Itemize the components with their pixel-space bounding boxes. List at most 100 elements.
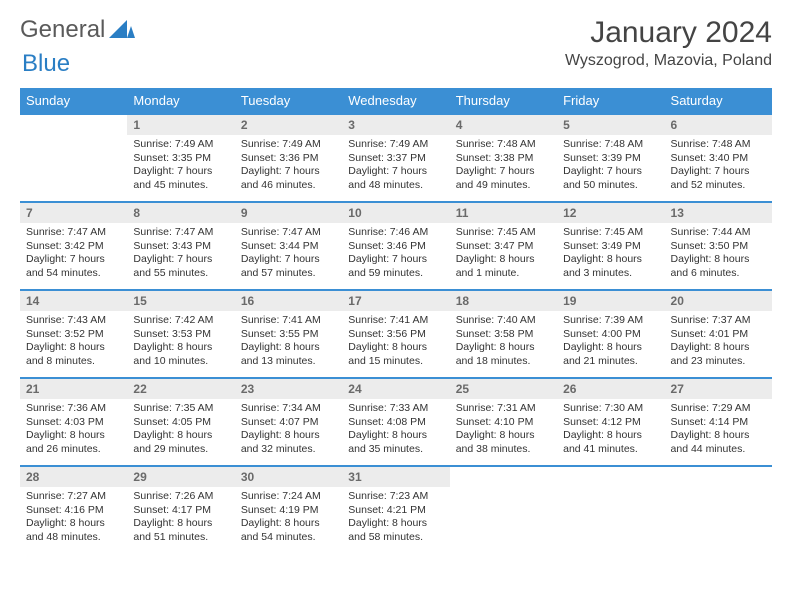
day-number: 21 [20, 379, 127, 399]
month-title: January 2024 [565, 16, 772, 50]
day-number: 26 [557, 379, 664, 399]
day-details: Sunrise: 7:26 AMSunset: 4:17 PMDaylight:… [127, 487, 234, 549]
day-details: Sunrise: 7:39 AMSunset: 4:00 PMDaylight:… [557, 311, 664, 373]
calendar-day-cell: 28Sunrise: 7:27 AMSunset: 4:16 PMDayligh… [20, 466, 127, 554]
day-number: 3 [342, 115, 449, 135]
day-details: Sunrise: 7:30 AMSunset: 4:12 PMDaylight:… [557, 399, 664, 461]
calendar-week-row: 14Sunrise: 7:43 AMSunset: 3:52 PMDayligh… [20, 290, 772, 378]
day-details: Sunrise: 7:45 AMSunset: 3:49 PMDaylight:… [557, 223, 664, 285]
day-details: Sunrise: 7:49 AMSunset: 3:35 PMDaylight:… [127, 135, 234, 197]
day-number: 29 [127, 467, 234, 487]
calendar-day-cell: 7Sunrise: 7:47 AMSunset: 3:42 PMDaylight… [20, 202, 127, 290]
calendar-day-cell [450, 466, 557, 554]
calendar-day-cell [20, 114, 127, 202]
day-number: 31 [342, 467, 449, 487]
day-number: 15 [127, 291, 234, 311]
calendar-day-cell: 1Sunrise: 7:49 AMSunset: 3:35 PMDaylight… [127, 114, 234, 202]
brand-triangle-icon [109, 18, 135, 43]
day-details: Sunrise: 7:40 AMSunset: 3:58 PMDaylight:… [450, 311, 557, 373]
day-details: Sunrise: 7:46 AMSunset: 3:46 PMDaylight:… [342, 223, 449, 285]
day-details: Sunrise: 7:47 AMSunset: 3:42 PMDaylight:… [20, 223, 127, 285]
calendar-week-row: 7Sunrise: 7:47 AMSunset: 3:42 PMDaylight… [20, 202, 772, 290]
day-details: Sunrise: 7:23 AMSunset: 4:21 PMDaylight:… [342, 487, 449, 549]
day-number: 4 [450, 115, 557, 135]
day-details: Sunrise: 7:29 AMSunset: 4:14 PMDaylight:… [665, 399, 772, 461]
weekday-header: Thursday [450, 88, 557, 114]
calendar-day-cell: 2Sunrise: 7:49 AMSunset: 3:36 PMDaylight… [235, 114, 342, 202]
calendar-day-cell: 16Sunrise: 7:41 AMSunset: 3:55 PMDayligh… [235, 290, 342, 378]
calendar-day-cell: 12Sunrise: 7:45 AMSunset: 3:49 PMDayligh… [557, 202, 664, 290]
day-details: Sunrise: 7:34 AMSunset: 4:07 PMDaylight:… [235, 399, 342, 461]
calendar-day-cell: 30Sunrise: 7:24 AMSunset: 4:19 PMDayligh… [235, 466, 342, 554]
day-details: Sunrise: 7:45 AMSunset: 3:47 PMDaylight:… [450, 223, 557, 285]
calendar-day-cell: 8Sunrise: 7:47 AMSunset: 3:43 PMDaylight… [127, 202, 234, 290]
day-details: Sunrise: 7:47 AMSunset: 3:44 PMDaylight:… [235, 223, 342, 285]
calendar-week-row: 21Sunrise: 7:36 AMSunset: 4:03 PMDayligh… [20, 378, 772, 466]
day-details: Sunrise: 7:48 AMSunset: 3:39 PMDaylight:… [557, 135, 664, 197]
calendar-day-cell: 11Sunrise: 7:45 AMSunset: 3:47 PMDayligh… [450, 202, 557, 290]
day-number: 2 [235, 115, 342, 135]
brand-part1: General [20, 16, 105, 44]
calendar-day-cell: 6Sunrise: 7:48 AMSunset: 3:40 PMDaylight… [665, 114, 772, 202]
calendar-day-cell: 31Sunrise: 7:23 AMSunset: 4:21 PMDayligh… [342, 466, 449, 554]
calendar-table: SundayMondayTuesdayWednesdayThursdayFrid… [20, 88, 772, 554]
day-number: 17 [342, 291, 449, 311]
day-number: 27 [665, 379, 772, 399]
calendar-day-cell: 15Sunrise: 7:42 AMSunset: 3:53 PMDayligh… [127, 290, 234, 378]
day-number: 9 [235, 203, 342, 223]
day-number: 22 [127, 379, 234, 399]
day-number: 20 [665, 291, 772, 311]
calendar-header-row: SundayMondayTuesdayWednesdayThursdayFrid… [20, 88, 772, 114]
day-details: Sunrise: 7:24 AMSunset: 4:19 PMDaylight:… [235, 487, 342, 549]
day-number: 6 [665, 115, 772, 135]
calendar-day-cell: 13Sunrise: 7:44 AMSunset: 3:50 PMDayligh… [665, 202, 772, 290]
day-number: 1 [127, 115, 234, 135]
day-number: 8 [127, 203, 234, 223]
day-details: Sunrise: 7:43 AMSunset: 3:52 PMDaylight:… [20, 311, 127, 373]
weekday-header: Saturday [665, 88, 772, 114]
day-details: Sunrise: 7:48 AMSunset: 3:38 PMDaylight:… [450, 135, 557, 197]
calendar-day-cell: 24Sunrise: 7:33 AMSunset: 4:08 PMDayligh… [342, 378, 449, 466]
calendar-day-cell: 27Sunrise: 7:29 AMSunset: 4:14 PMDayligh… [665, 378, 772, 466]
calendar-day-cell: 3Sunrise: 7:49 AMSunset: 3:37 PMDaylight… [342, 114, 449, 202]
title-block: January 2024 Wyszogrod, Mazovia, Poland [565, 16, 772, 70]
calendar-day-cell: 19Sunrise: 7:39 AMSunset: 4:00 PMDayligh… [557, 290, 664, 378]
day-details: Sunrise: 7:48 AMSunset: 3:40 PMDaylight:… [665, 135, 772, 197]
calendar-day-cell: 4Sunrise: 7:48 AMSunset: 3:38 PMDaylight… [450, 114, 557, 202]
brand-part2: Blue [22, 50, 70, 77]
calendar-week-row: 1Sunrise: 7:49 AMSunset: 3:35 PMDaylight… [20, 114, 772, 202]
calendar-day-cell: 20Sunrise: 7:37 AMSunset: 4:01 PMDayligh… [665, 290, 772, 378]
day-number: 23 [235, 379, 342, 399]
day-details: Sunrise: 7:41 AMSunset: 3:56 PMDaylight:… [342, 311, 449, 373]
day-number: 25 [450, 379, 557, 399]
calendar-week-row: 28Sunrise: 7:27 AMSunset: 4:16 PMDayligh… [20, 466, 772, 554]
day-number: 11 [450, 203, 557, 223]
day-details: Sunrise: 7:49 AMSunset: 3:37 PMDaylight:… [342, 135, 449, 197]
calendar-day-cell [557, 466, 664, 554]
day-number: 7 [20, 203, 127, 223]
day-details: Sunrise: 7:44 AMSunset: 3:50 PMDaylight:… [665, 223, 772, 285]
calendar-day-cell: 25Sunrise: 7:31 AMSunset: 4:10 PMDayligh… [450, 378, 557, 466]
weekday-header: Monday [127, 88, 234, 114]
day-details: Sunrise: 7:47 AMSunset: 3:43 PMDaylight:… [127, 223, 234, 285]
calendar-day-cell: 29Sunrise: 7:26 AMSunset: 4:17 PMDayligh… [127, 466, 234, 554]
day-number: 28 [20, 467, 127, 487]
calendar-day-cell: 14Sunrise: 7:43 AMSunset: 3:52 PMDayligh… [20, 290, 127, 378]
day-details: Sunrise: 7:35 AMSunset: 4:05 PMDaylight:… [127, 399, 234, 461]
day-number: 5 [557, 115, 664, 135]
calendar-body: 1Sunrise: 7:49 AMSunset: 3:35 PMDaylight… [20, 114, 772, 554]
day-number: 14 [20, 291, 127, 311]
day-details: Sunrise: 7:33 AMSunset: 4:08 PMDaylight:… [342, 399, 449, 461]
day-details: Sunrise: 7:49 AMSunset: 3:36 PMDaylight:… [235, 135, 342, 197]
weekday-header: Tuesday [235, 88, 342, 114]
day-details: Sunrise: 7:36 AMSunset: 4:03 PMDaylight:… [20, 399, 127, 461]
calendar-day-cell: 10Sunrise: 7:46 AMSunset: 3:46 PMDayligh… [342, 202, 449, 290]
brand-logo: General [20, 16, 137, 44]
calendar-day-cell: 9Sunrise: 7:47 AMSunset: 3:44 PMDaylight… [235, 202, 342, 290]
day-number: 16 [235, 291, 342, 311]
calendar-day-cell: 18Sunrise: 7:40 AMSunset: 3:58 PMDayligh… [450, 290, 557, 378]
day-number: 30 [235, 467, 342, 487]
calendar-day-cell: 17Sunrise: 7:41 AMSunset: 3:56 PMDayligh… [342, 290, 449, 378]
day-details: Sunrise: 7:27 AMSunset: 4:16 PMDaylight:… [20, 487, 127, 549]
calendar-day-cell: 5Sunrise: 7:48 AMSunset: 3:39 PMDaylight… [557, 114, 664, 202]
